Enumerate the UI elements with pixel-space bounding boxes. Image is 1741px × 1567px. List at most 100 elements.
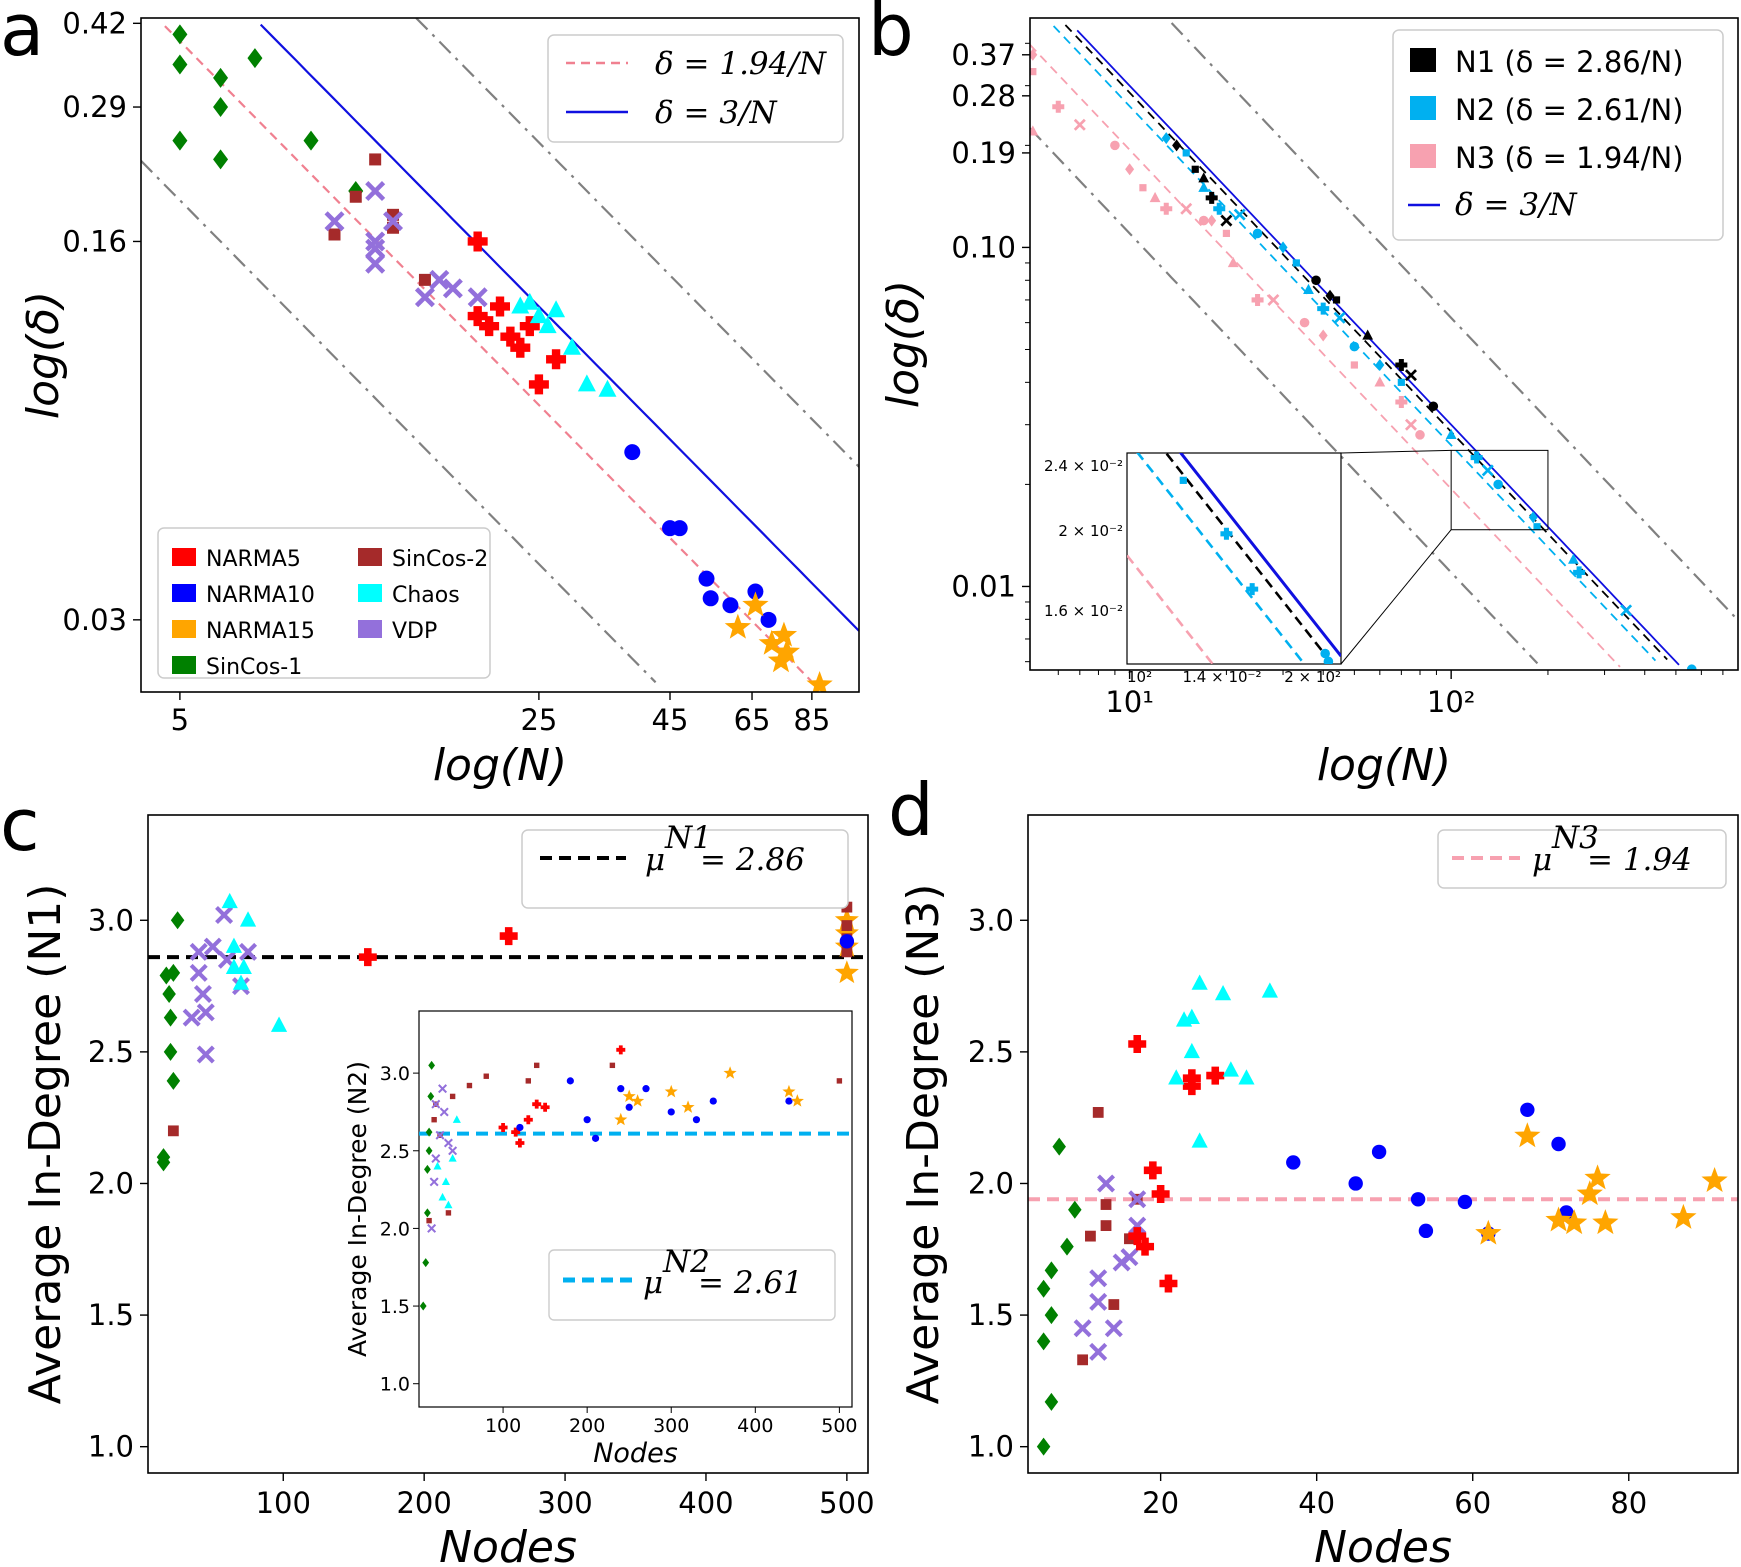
- point-VDP-5: [383, 211, 404, 232]
- inset-frame: [418, 1010, 853, 1408]
- inset-point-NARMA10-9: [709, 1097, 717, 1105]
- point-Chaos-7: [1222, 1061, 1239, 1077]
- point-NARMA5-1: [467, 306, 488, 327]
- point-N2-15: [1470, 451, 1483, 464]
- point-N2-13: [1397, 378, 1405, 386]
- point-SinCos-2-0: [1077, 1354, 1089, 1366]
- point-N2-3: [1213, 202, 1226, 215]
- y-tick-label-3: 2.5: [88, 1035, 134, 1069]
- point-SinCos-2-0: [167, 1125, 179, 1137]
- point-VDP-7: [1120, 1248, 1139, 1267]
- inset-point-NARMA5-4: [532, 1099, 542, 1109]
- legend-label-NARMA10: NARMA10: [206, 583, 315, 608]
- x-axis-label: Nodes: [1314, 1522, 1452, 1567]
- y-tick-label-3: 0.28: [951, 79, 1016, 113]
- point-Chaos-2: [1183, 1042, 1200, 1059]
- point-NARMA15-1: [742, 591, 769, 617]
- legend-swatch-N3: [1410, 144, 1436, 168]
- point-NARMA15-3: [1561, 1209, 1588, 1235]
- point-N2-7: [1292, 259, 1300, 267]
- point-N1-0: [1172, 139, 1182, 152]
- legend-swatch-NARMA5: [172, 548, 196, 566]
- y-tick-label-2: 2.0: [968, 1166, 1014, 1200]
- point-NARMA10-7: [760, 611, 777, 628]
- inset-x-tick-0: 10²: [1127, 668, 1152, 686]
- point-SinCos-1-4: [213, 97, 229, 118]
- inset-point-NARMA10-5: [625, 1103, 633, 1111]
- point-VDP-0: [182, 1008, 201, 1027]
- inset-point-VDP-8: [448, 1146, 458, 1156]
- inset-point-SinCos-2-6: [466, 1082, 473, 1089]
- inset-point-NARMA10-0: [516, 1123, 524, 1132]
- inset-point-SinCos-2-1: [431, 1117, 437, 1123]
- inset-point-NARMA10-10: [785, 1097, 793, 1105]
- inset-legend-c: μN2= 2.61: [548, 1244, 836, 1321]
- inset-point-Chaos-2: [441, 1177, 450, 1185]
- inset-point-SinCos-2-9: [534, 1062, 540, 1069]
- inset-point-NARMA15-0: [614, 1112, 628, 1126]
- point-VDP-6: [203, 937, 222, 956]
- point-N1-6: [1325, 289, 1335, 302]
- point-SinCos-1-4: [1044, 1306, 1059, 1325]
- legend-label-N3: N3 (δ = 1.94/N): [1455, 141, 1684, 175]
- axes-frame: [147, 814, 869, 1474]
- point-N2-9: [1317, 302, 1330, 315]
- legend-label-VDP: VDP: [392, 619, 437, 644]
- point-VDP-3: [365, 231, 386, 252]
- point-VDP-1: [365, 181, 386, 202]
- point-SinCos-1-8: [170, 911, 185, 930]
- point-NARMA5-3: [1143, 1161, 1162, 1180]
- inset-y-tick-2: 1.6 × 10⁻²: [1044, 602, 1123, 620]
- point-NARMA15-0: [834, 960, 859, 984]
- point-NARMA10-7: [1520, 1102, 1535, 1117]
- point-VDP-4: [365, 253, 386, 274]
- point-SinCos-1-7: [166, 963, 181, 982]
- point-NARMA5-3: [490, 296, 510, 317]
- point-N1-7: [1332, 296, 1341, 304]
- point-NARMA10-4: [702, 590, 719, 607]
- point-Chaos-3: [1191, 1132, 1208, 1148]
- point-NARMA15-0: [724, 613, 751, 639]
- point-SinCos-1-0: [1036, 1437, 1051, 1456]
- point-N2-0: [1161, 132, 1171, 145]
- inset-point-SinCos-1-2: [424, 1208, 431, 1218]
- legend-label-NARMA5: NARMA5: [206, 547, 301, 572]
- y-tick-label-0: 0.03: [62, 603, 127, 637]
- plot-area-c: [148, 892, 868, 1172]
- point-SinCos-1-3: [213, 67, 229, 88]
- point-NARMA15-4: [1576, 1180, 1603, 1206]
- point-N1-2: [1198, 172, 1210, 183]
- point-NARMA10-8: [1551, 1136, 1566, 1152]
- point-N3-10: [1180, 202, 1193, 215]
- inset-point-Chaos-4: [448, 1154, 457, 1162]
- zoom-connector: [1340, 529, 1452, 665]
- inset-x-tick-3: 400: [737, 1415, 773, 1437]
- point-N2-21: [1573, 566, 1586, 579]
- inset-point-NARMA5-6: [616, 1045, 626, 1055]
- point-N2-6: [1278, 241, 1288, 254]
- point-N3-22: [1404, 418, 1417, 431]
- point-Chaos-1: [520, 292, 539, 310]
- point-N3-4: [1073, 118, 1086, 131]
- x-axis-label: log(N): [1317, 740, 1451, 791]
- axes-frame: [140, 17, 860, 693]
- point-Chaos-4: [235, 958, 252, 974]
- point-N1-1: [1191, 165, 1199, 173]
- legend-value: = 1.94: [1587, 842, 1692, 878]
- point-VDP-8: [1128, 1216, 1147, 1235]
- y-axis-label: Average In-Degree (N3): [898, 884, 949, 1405]
- legend-mu-sup: N3: [1551, 820, 1599, 856]
- x-tick-label-1: 25: [520, 703, 557, 737]
- legend-tasks-a: NARMA5 SinCos-2 NARMA10 Chaos NARMA15 VDP SinC…: [157, 527, 491, 680]
- point-SinCos-2-2: [1092, 1107, 1104, 1118]
- y-tick-label-1: 0.16: [62, 224, 127, 258]
- point-NARMA15-5: [1584, 1164, 1611, 1190]
- x-tick-label-0: 100: [256, 1486, 311, 1520]
- x-axis-label: log(N): [433, 740, 567, 791]
- point-NARMA15-8: [1701, 1167, 1728, 1193]
- y-tick-label-2: 0.19: [951, 136, 1016, 170]
- inset-point-VDP-4: [435, 1130, 445, 1140]
- legend-swatch-VDP: [358, 620, 382, 638]
- point-VDP-3: [1089, 1269, 1108, 1288]
